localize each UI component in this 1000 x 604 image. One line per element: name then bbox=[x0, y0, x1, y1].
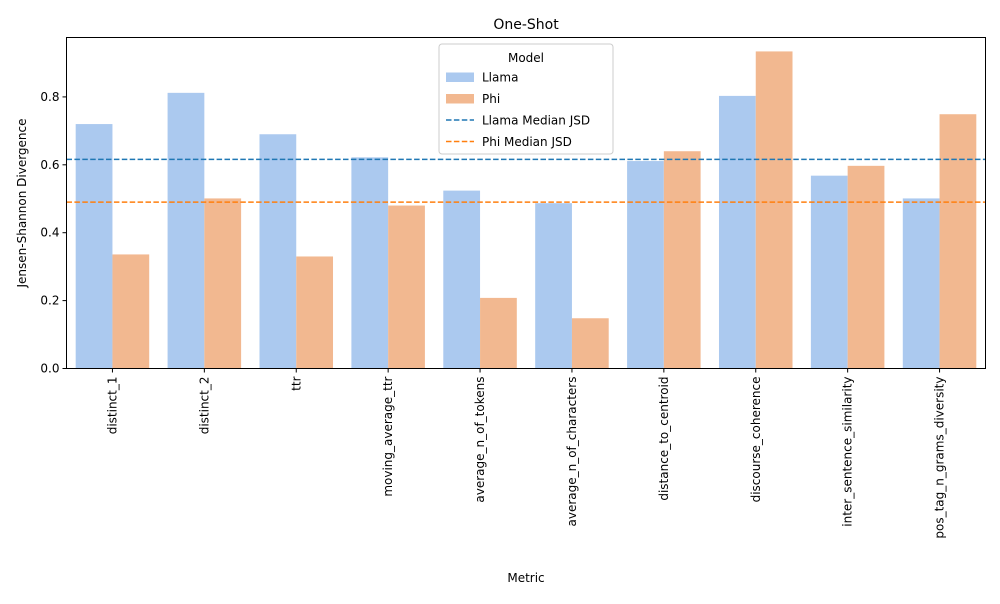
bar-phi-distance_to_centroid bbox=[663, 151, 701, 369]
bar-llama-distinct_1 bbox=[75, 124, 113, 369]
legend-label-llama: Llama bbox=[482, 71, 518, 85]
y-tick-label: 0.4 bbox=[40, 226, 59, 240]
bar-phi-moving_average_ttr bbox=[388, 205, 425, 369]
bar-phi-distinct_2 bbox=[204, 198, 242, 369]
bars-layer bbox=[75, 51, 977, 369]
legend-swatch-phi bbox=[446, 94, 474, 104]
legend-entries: Llama Phi Llama Median JSD Phi Median JSD bbox=[446, 71, 590, 149]
legend-title: Model bbox=[508, 51, 544, 65]
y-tick-label: 0.0 bbox=[40, 362, 59, 376]
x-tick-label-distinct_2: distinct_2 bbox=[197, 377, 211, 435]
bar-llama-discourse_coherence bbox=[718, 95, 756, 369]
bar-llama-distance_to_centroid bbox=[627, 161, 664, 369]
plot-area-frame bbox=[66, 37, 986, 369]
bar-llama-average_n_of_characters bbox=[535, 203, 572, 369]
x-axis: distinct_1 distinct_2 ttr moving_average_tt… bbox=[105, 368, 947, 539]
chart-title: One-Shot bbox=[493, 17, 559, 33]
legend-label-llama-median-jsd: Llama Median JSD bbox=[482, 114, 590, 128]
bar-phi-average_n_of_tokens bbox=[480, 297, 517, 369]
y-tick-label: 0.6 bbox=[40, 158, 59, 172]
x-tick-label-ttr: ttr bbox=[289, 376, 303, 390]
y-axis-label: Jensen-Shannon Divergence bbox=[15, 118, 29, 288]
reference-lines-layer bbox=[66, 158, 986, 203]
bar-llama-pos_tag_n_grams_diversity bbox=[902, 198, 940, 369]
bar-llama-distinct_2 bbox=[167, 92, 205, 369]
bar-phi-pos_tag_n_grams_diversity bbox=[939, 114, 977, 369]
y-axis: 0.0 0.2 0.4 0.6 0.8 bbox=[40, 90, 67, 376]
legend-box bbox=[438, 43, 614, 155]
bar-llama-inter_sentence_similarity bbox=[810, 175, 848, 369]
bar-llama-moving_average_ttr bbox=[351, 157, 389, 369]
x-tick-label-discourse_coherence: discourse_coherence bbox=[749, 377, 763, 503]
x-tick-label-distance_to_centroid: distance_to_centroid bbox=[657, 377, 671, 501]
x-tick-label-pos_tag_n_grams_diversity: pos_tag_n_grams_diversity bbox=[933, 377, 947, 539]
bar-llama-ttr bbox=[259, 134, 297, 369]
legend: Model Llama Phi Llama Median JSD Phi Median… bbox=[438, 43, 614, 155]
legend-swatch-llama bbox=[446, 72, 474, 82]
y-tick-label: 0.2 bbox=[40, 294, 59, 308]
bar-phi-average_n_of_characters bbox=[571, 318, 609, 369]
x-tick-label-average_n_of_tokens: average_n_of_tokens bbox=[473, 377, 487, 503]
legend-label-phi-median-jsd: Phi Median JSD bbox=[482, 135, 572, 149]
bar-phi-discourse_coherence bbox=[755, 51, 793, 369]
x-tick-label-distinct_1: distinct_1 bbox=[105, 377, 119, 435]
x-tick-label-average_n_of_characters: average_n_of_characters bbox=[565, 377, 579, 527]
bar-phi-inter_sentence_similarity bbox=[847, 165, 885, 369]
bar-llama-average_n_of_tokens bbox=[443, 190, 481, 369]
x-axis-label: Metric bbox=[507, 571, 544, 585]
bar-phi-distinct_1 bbox=[112, 254, 150, 369]
bar-phi-ttr bbox=[296, 256, 334, 369]
x-tick-label-moving_average_ttr: moving_average_ttr bbox=[381, 376, 395, 496]
x-tick-label-inter_sentence_similarity: inter_sentence_similarity bbox=[841, 377, 855, 527]
legend-label-phi: Phi bbox=[482, 92, 500, 106]
y-tick-label: 0.8 bbox=[40, 90, 59, 104]
